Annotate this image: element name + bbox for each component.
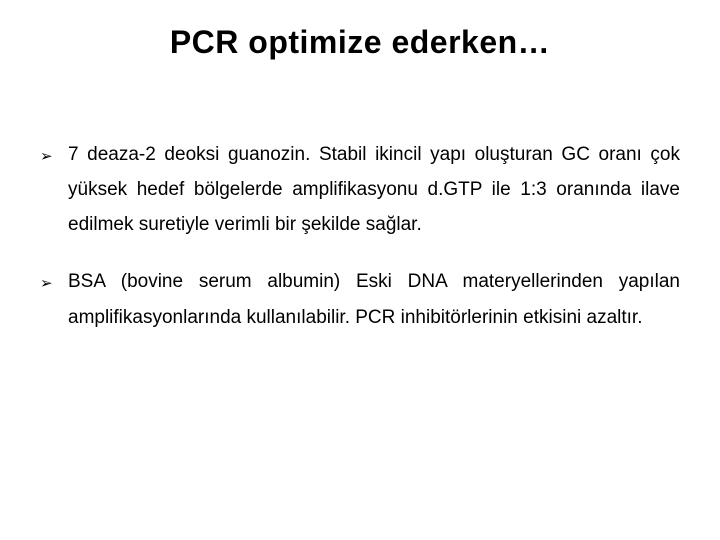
- bullet-text: BSA (bovine serum albumin) Eski DNA mate…: [68, 271, 680, 327]
- slide-title: PCR optimize ederken…: [40, 24, 680, 61]
- bullet-arrow-icon: ➢: [40, 270, 53, 298]
- list-item: ➢ BSA (bovine serum albumin) Eski DNA ma…: [40, 264, 680, 334]
- slide-container: PCR optimize ederken… ➢ 7 deaza-2 deoksi…: [0, 0, 720, 540]
- bullet-arrow-icon: ➢: [40, 143, 53, 171]
- list-item: ➢ 7 deaza-2 deoksi guanozin. Stabil ikin…: [40, 137, 680, 242]
- bullet-text: 7 deaza-2 deoksi guanozin. Stabil ikinci…: [68, 144, 680, 235]
- bullet-list: ➢ 7 deaza-2 deoksi guanozin. Stabil ikin…: [40, 137, 680, 335]
